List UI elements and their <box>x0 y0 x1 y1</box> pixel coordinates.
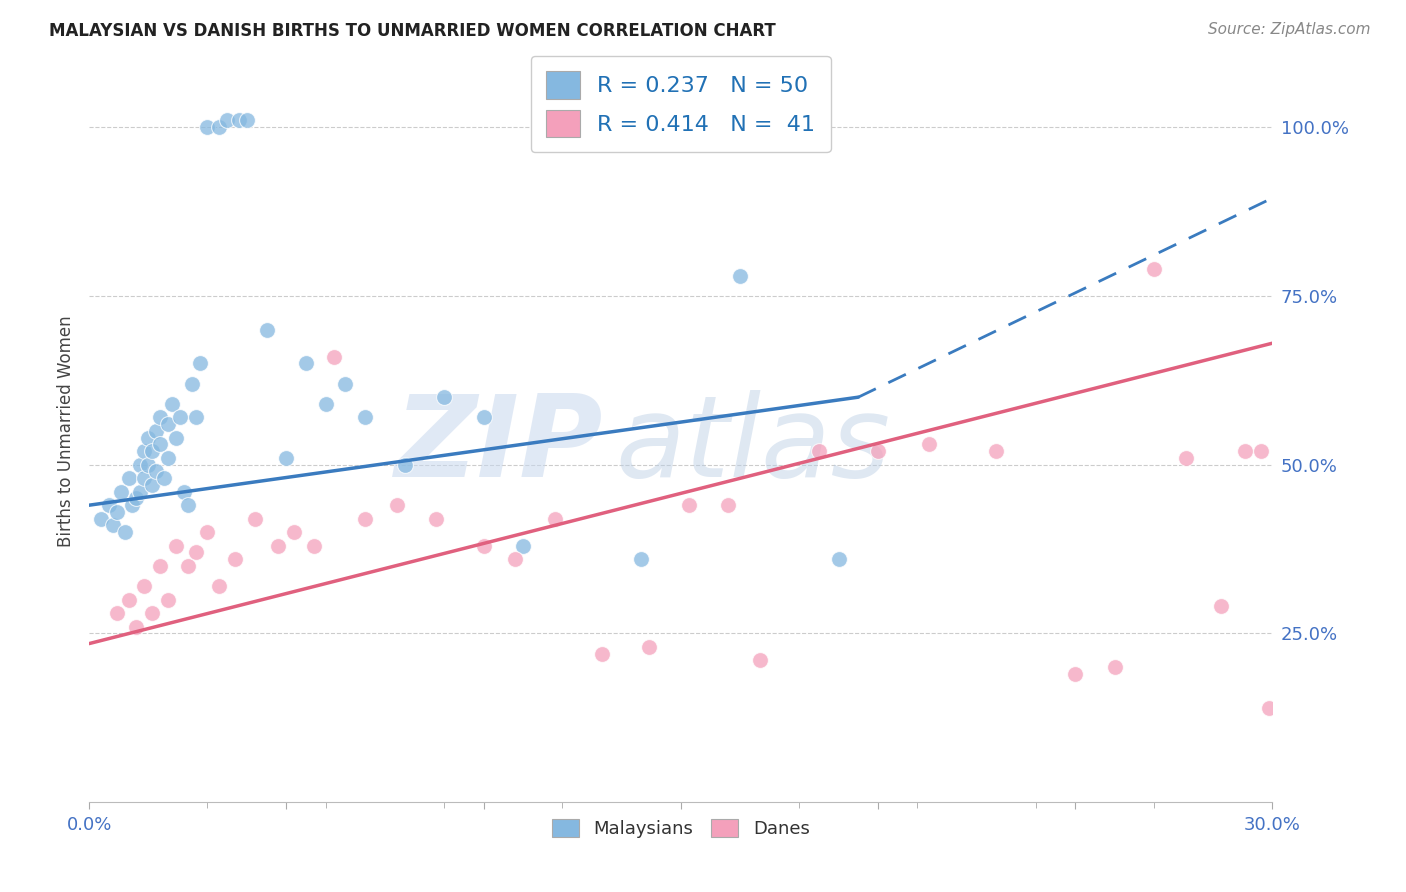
Point <box>188 356 211 370</box>
Point <box>149 437 172 451</box>
Point <box>101 518 124 533</box>
Point <box>1174 450 1197 465</box>
Point <box>136 458 159 472</box>
Point <box>125 620 148 634</box>
Point <box>184 410 207 425</box>
Point <box>1064 667 1087 681</box>
Point <box>543 512 565 526</box>
Point <box>986 444 1008 458</box>
Point <box>117 471 139 485</box>
Text: atlas: atlas <box>616 391 891 501</box>
Point <box>105 505 128 519</box>
Point <box>208 579 231 593</box>
Point <box>176 498 198 512</box>
Point <box>136 431 159 445</box>
Point <box>197 120 219 135</box>
Point <box>228 113 250 128</box>
Point <box>160 397 183 411</box>
Point <box>243 512 266 526</box>
Point <box>433 390 456 404</box>
Point <box>1104 660 1126 674</box>
Point <box>276 450 298 465</box>
Point <box>807 444 830 458</box>
Text: MALAYSIAN VS DANISH BIRTHS TO UNMARRIED WOMEN CORRELATION CHART: MALAYSIAN VS DANISH BIRTHS TO UNMARRIED … <box>49 22 776 40</box>
Point <box>1257 700 1279 714</box>
Point <box>117 592 139 607</box>
Point <box>335 376 357 391</box>
Point <box>173 484 195 499</box>
Point <box>512 539 534 553</box>
Point <box>97 498 120 512</box>
Text: Source: ZipAtlas.com: Source: ZipAtlas.com <box>1208 22 1371 37</box>
Point <box>134 471 156 485</box>
Point <box>295 356 318 370</box>
Point <box>149 558 172 573</box>
Point <box>217 113 239 128</box>
Point <box>156 592 179 607</box>
Point <box>315 397 337 411</box>
Point <box>105 606 128 620</box>
Point <box>236 113 259 128</box>
Point <box>1233 444 1256 458</box>
Point <box>208 120 231 135</box>
Point <box>134 579 156 593</box>
Point <box>165 539 187 553</box>
Legend: Malaysians, Danes: Malaysians, Danes <box>544 812 817 846</box>
Y-axis label: Births to Unmarried Women: Births to Unmarried Women <box>58 315 75 547</box>
Point <box>156 450 179 465</box>
Point <box>145 424 167 438</box>
Point <box>354 410 377 425</box>
Point <box>145 465 167 479</box>
Point <box>129 458 152 472</box>
Point <box>322 350 344 364</box>
Point <box>472 539 495 553</box>
Point <box>283 525 305 540</box>
Point <box>110 484 132 499</box>
Point <box>302 539 325 553</box>
Point <box>153 471 176 485</box>
Point <box>638 640 661 654</box>
Point <box>121 498 143 512</box>
Point <box>90 512 112 526</box>
Point <box>141 478 163 492</box>
Point <box>394 458 416 472</box>
Point <box>425 512 447 526</box>
Point <box>184 545 207 559</box>
Point <box>156 417 179 432</box>
Point <box>129 484 152 499</box>
Point <box>866 444 889 458</box>
Point <box>180 376 202 391</box>
Text: ZIP: ZIP <box>395 391 603 501</box>
Point <box>267 539 290 553</box>
Point <box>114 525 136 540</box>
Point <box>918 437 941 451</box>
Point <box>176 558 198 573</box>
Point <box>125 491 148 506</box>
Point <box>717 498 740 512</box>
Point <box>224 552 246 566</box>
Point <box>472 410 495 425</box>
Point <box>748 653 770 667</box>
Point <box>385 498 408 512</box>
Point <box>1211 599 1233 614</box>
Point <box>630 552 652 566</box>
Point <box>169 410 191 425</box>
Point <box>256 323 278 337</box>
Point <box>678 498 700 512</box>
Point <box>134 444 156 458</box>
Point <box>165 431 187 445</box>
Point <box>1250 444 1272 458</box>
Point <box>141 606 163 620</box>
Point <box>1143 261 1166 276</box>
Point <box>827 552 849 566</box>
Point <box>141 444 163 458</box>
Point <box>728 268 751 283</box>
Point <box>503 552 526 566</box>
Point <box>149 410 172 425</box>
Point <box>197 525 219 540</box>
Point <box>354 512 377 526</box>
Point <box>591 647 613 661</box>
